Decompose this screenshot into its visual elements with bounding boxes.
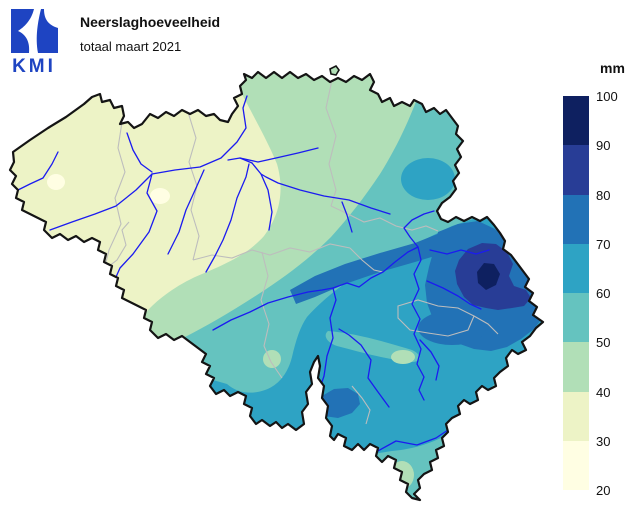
legend-swatch-60-70 xyxy=(563,243,589,293)
band-90-100-spot xyxy=(477,263,500,290)
band-40-50-spot-famenne xyxy=(391,350,415,364)
legend-tick: 80 xyxy=(596,187,611,203)
kmi-logo-notch xyxy=(44,9,58,28)
band-20-30-spot-center xyxy=(150,188,170,204)
river-leie xyxy=(49,173,153,231)
kmi-logo-swoosh xyxy=(18,9,41,53)
legend-tick: 20 xyxy=(596,482,611,498)
legend-tick: 100 xyxy=(596,88,618,104)
legend-tick: 60 xyxy=(596,285,611,301)
legend-swatch-90-100 xyxy=(563,96,589,146)
river-meuse xyxy=(317,210,435,395)
river-ambleve xyxy=(426,280,482,310)
legend-colorbar xyxy=(563,96,589,490)
river-schelde-lower xyxy=(151,95,248,175)
river-ourthe-east xyxy=(419,339,440,381)
legend-swatch-80-90 xyxy=(563,145,589,195)
band-60-70-limburg-blob xyxy=(401,158,455,200)
legend-swatch-30-40 xyxy=(563,391,589,441)
legend-swatch-70-80 xyxy=(563,194,589,244)
legend-tick: 40 xyxy=(596,384,611,400)
river-vesdre xyxy=(429,249,490,255)
legend-tick: 50 xyxy=(596,335,611,351)
precipitation-bands xyxy=(10,72,543,500)
river-dender xyxy=(167,169,205,255)
river-gete xyxy=(341,201,353,233)
band-40-50-spot-philippeville xyxy=(263,350,281,368)
river-demer xyxy=(260,173,391,215)
page-title: Neerslaghoeveelheid xyxy=(80,14,221,30)
river-zenne xyxy=(205,163,250,273)
kmi-logo: KMI xyxy=(8,6,72,77)
legend-tick: 30 xyxy=(596,433,611,449)
legend-swatch-50-60 xyxy=(563,293,589,343)
band-70-80-meuse-valley xyxy=(290,231,460,304)
baarle-exclave xyxy=(329,64,340,76)
river-ourthe xyxy=(411,246,425,401)
band-70-80-ardennes-lobe xyxy=(418,311,486,345)
kmi-logo-graphic: KMI xyxy=(11,9,58,77)
legend-unit-label: mm xyxy=(600,60,625,76)
river-lesse xyxy=(338,328,390,408)
river-ijzer xyxy=(17,151,59,191)
province-borders xyxy=(103,79,499,425)
legend-tick: 70 xyxy=(596,236,611,252)
river-nete xyxy=(239,147,319,163)
page-subtitle: totaal maart 2021 xyxy=(80,39,182,54)
river-sambre xyxy=(212,287,334,331)
river-canal-brugge xyxy=(126,132,153,173)
legend-swatch-40-50 xyxy=(563,342,589,392)
kmi-logo-text: KMI xyxy=(12,56,56,76)
legend-swatch-20-30 xyxy=(563,440,589,490)
river-dijle xyxy=(251,162,273,231)
band-20-30-spot-west xyxy=(47,174,65,190)
legend-tick: 90 xyxy=(596,138,611,154)
